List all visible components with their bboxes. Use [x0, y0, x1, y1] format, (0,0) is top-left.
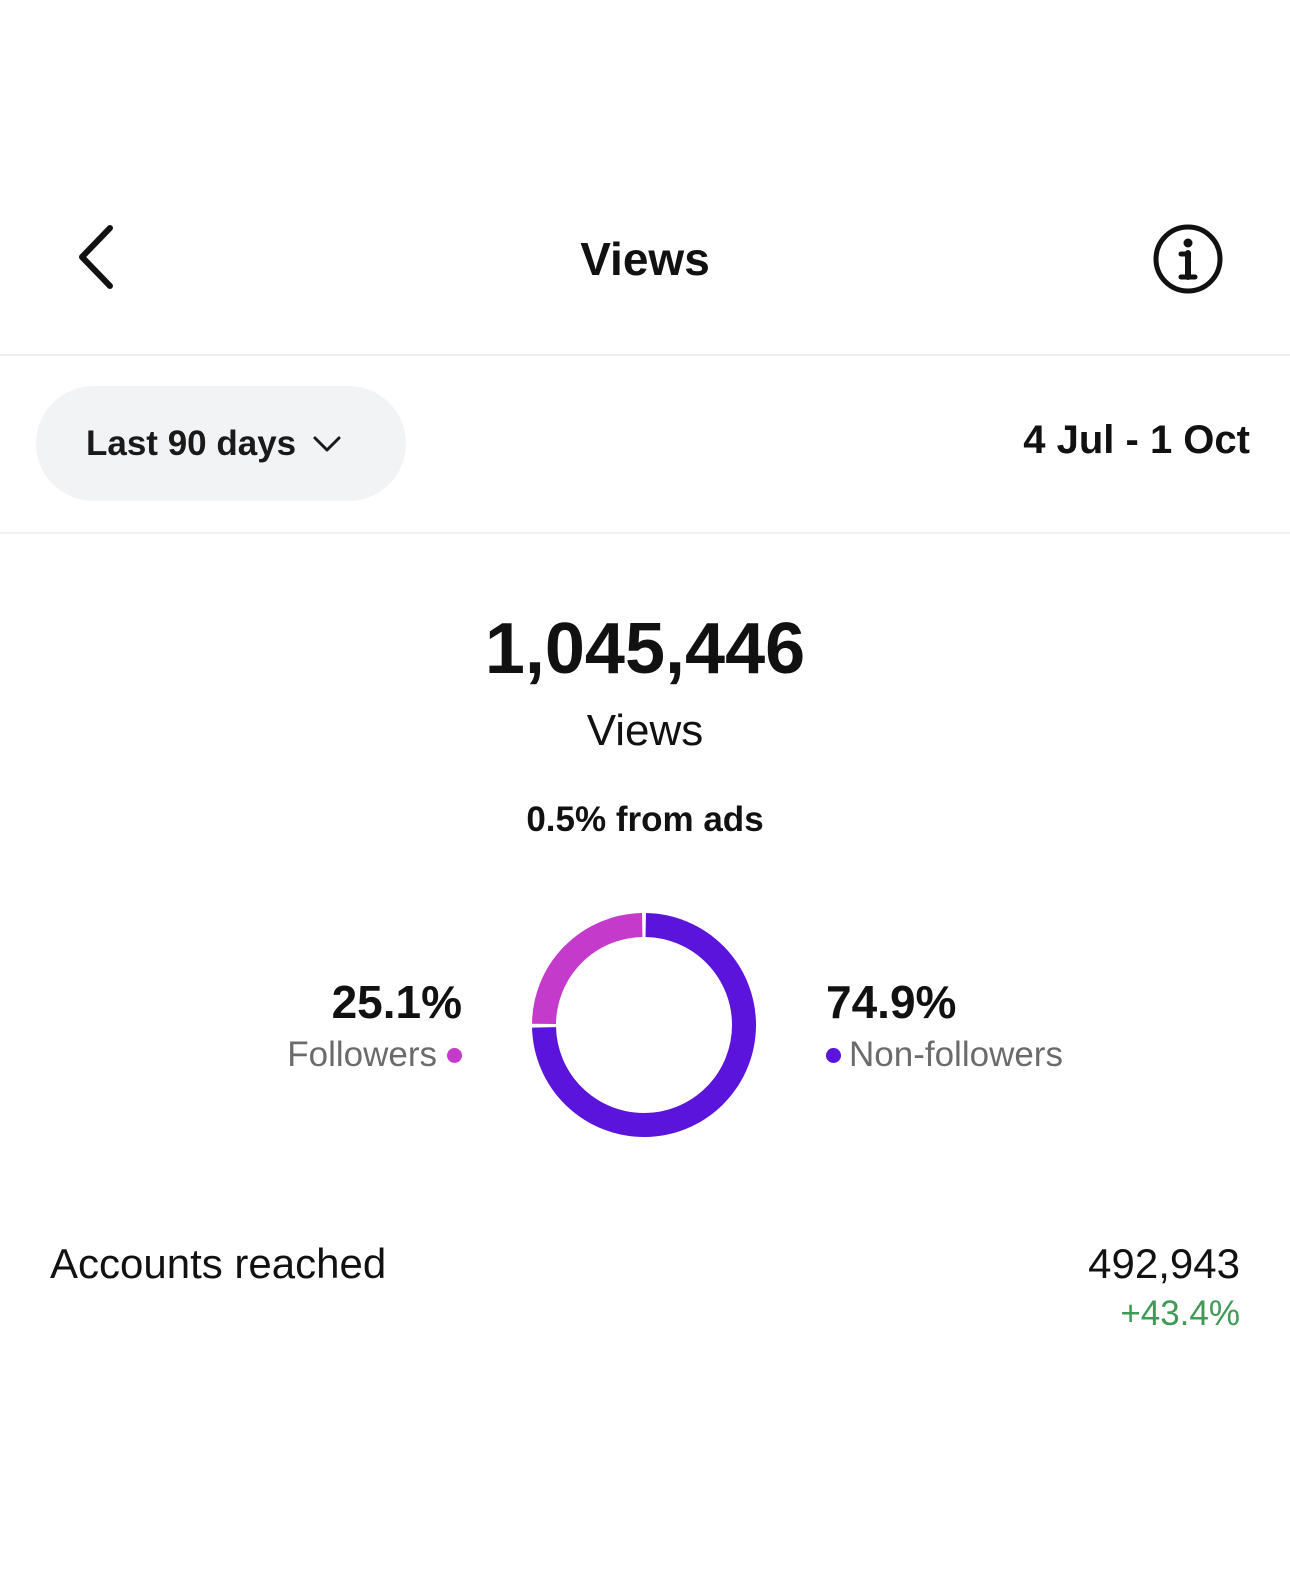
- filter-bar: Last 90 days 4 Jul - 1 Oct: [0, 356, 1290, 534]
- header: Views: [0, 170, 1290, 356]
- non-followers-percent: 74.9%: [826, 976, 957, 1028]
- followers-label: Followers: [287, 1035, 437, 1074]
- donut-segment-non-followers: [532, 913, 756, 1137]
- date-range-dropdown-label: Last 90 days: [86, 423, 297, 463]
- chevron-left-icon: [79, 225, 113, 289]
- info-button[interactable]: [1152, 223, 1224, 295]
- followers-stat: 25.1% Followers: [200, 972, 462, 1078]
- date-range-dropdown[interactable]: Last 90 days: [36, 386, 406, 501]
- total-views-label: Views: [586, 706, 704, 755]
- followers-percent: 25.1%: [331, 976, 462, 1028]
- views-donut-chart: [532, 913, 756, 1137]
- non-followers-label: Non-followers: [849, 1035, 1063, 1074]
- non-followers-stat: 74.9% Non-followers: [826, 972, 1126, 1078]
- info-icon: [1153, 224, 1223, 294]
- accounts-reached-change: +43.4%: [1120, 1294, 1240, 1333]
- followers-legend-dot: [447, 1047, 462, 1063]
- back-button[interactable]: [66, 222, 126, 292]
- donut-segment-followers: [532, 913, 643, 1025]
- total-views-value: 1,045,446: [484, 609, 806, 689]
- non-followers-legend-dot: [826, 1047, 841, 1063]
- page-title: Views: [580, 233, 710, 285]
- ads-share-note: 0.5% from ads: [526, 800, 764, 839]
- date-range-text: 4 Jul - 1 Oct: [1023, 418, 1250, 462]
- accounts-reached-value: 492,943: [1088, 1240, 1240, 1287]
- accounts-reached-label: Accounts reached: [50, 1240, 387, 1287]
- accounts-reached-row[interactable]: Accounts reached 492,943 +43.4%: [0, 1232, 1290, 1342]
- chevron-down-icon: [313, 436, 341, 451]
